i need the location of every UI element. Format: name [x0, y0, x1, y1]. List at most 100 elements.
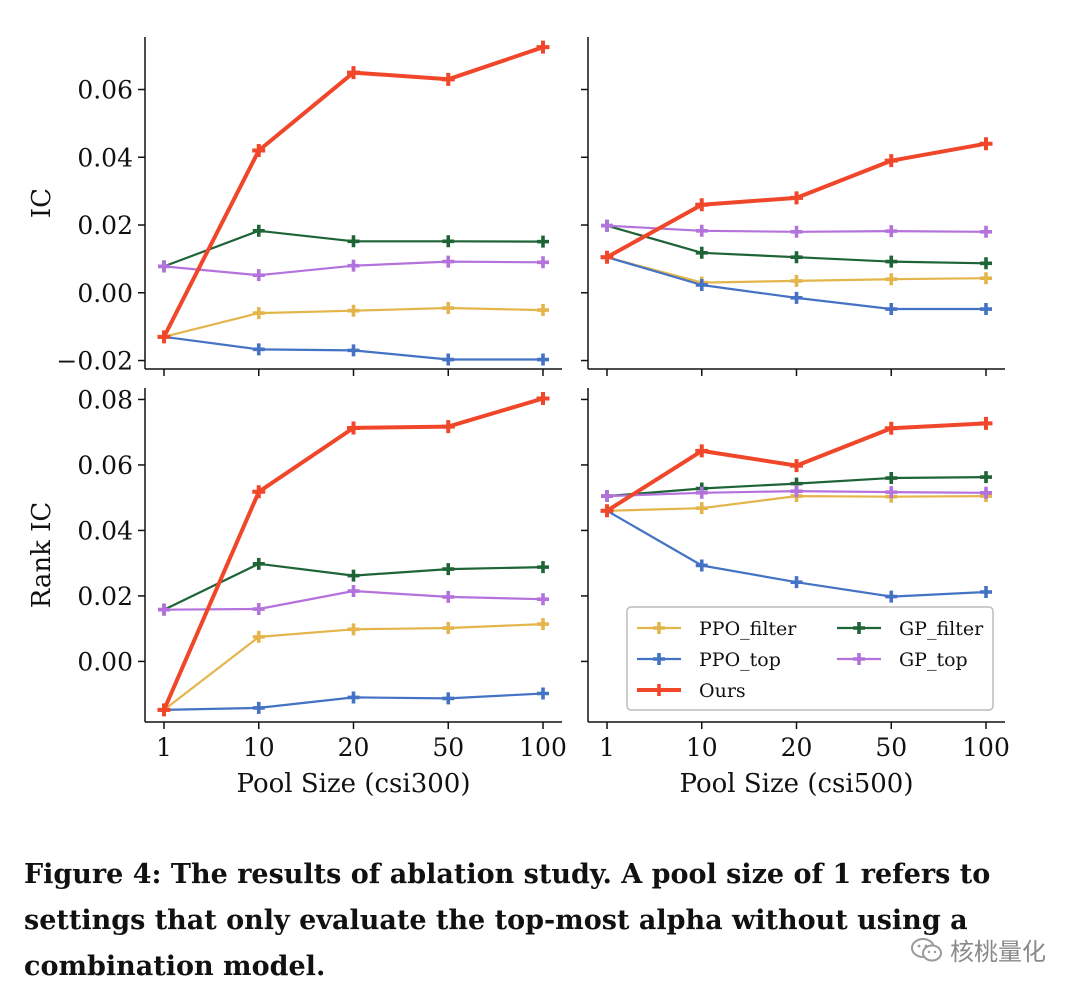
legend-label: PPO_top — [699, 649, 781, 671]
data-point — [442, 692, 455, 705]
x-tick-label: 10 — [243, 733, 275, 762]
data-point — [885, 486, 898, 499]
data-point — [252, 557, 265, 570]
data-point — [601, 490, 613, 503]
data-point — [252, 269, 265, 282]
data-point — [980, 586, 992, 599]
data-point — [252, 603, 265, 616]
series-gp-filter — [601, 471, 992, 503]
panel-rankic-csi300: 0.00 0.02 0.04 0.06 0.08 1 10 20 50 100 Rank IC Poo… — [27, 385, 567, 799]
x-tick-label: 50 — [432, 733, 464, 762]
data-point — [600, 250, 614, 264]
data-point — [695, 486, 708, 499]
data-point — [347, 623, 360, 636]
x-tick-label: 1 — [599, 733, 615, 762]
data-point — [158, 260, 170, 273]
series-ours — [157, 391, 550, 717]
series-gp-top — [158, 585, 549, 616]
legend-marker — [653, 622, 665, 634]
x-axis-label: Pool Size (csi500) — [680, 769, 914, 799]
data-point — [885, 303, 898, 316]
data-point — [980, 272, 992, 285]
data-point — [695, 224, 708, 237]
data-point — [442, 353, 455, 366]
data-point — [537, 353, 549, 366]
legend: PPO_filter GP_filter PPO_top GP_top Ours — [626, 606, 994, 711]
data-point — [885, 255, 898, 268]
data-point — [442, 563, 455, 576]
data-point — [442, 235, 455, 248]
data-point — [347, 259, 360, 272]
data-point — [980, 303, 992, 316]
series-ppo-top — [601, 504, 992, 603]
x-axis-label: Pool Size (csi300) — [237, 769, 471, 799]
data-point — [536, 40, 550, 54]
data-point — [790, 274, 803, 287]
data-point — [884, 421, 898, 435]
y-tick-label: 0.06 — [77, 76, 133, 105]
data-point — [537, 561, 549, 574]
data-point — [347, 66, 360, 80]
data-point — [695, 502, 708, 515]
series-ppo-top — [158, 330, 549, 366]
data-point — [347, 304, 360, 317]
data-point — [600, 504, 614, 518]
legend-label: GP_top — [899, 649, 968, 671]
x-tick-label: 20 — [781, 733, 813, 762]
data-point — [790, 191, 803, 205]
data-point — [252, 143, 266, 157]
data-point — [885, 273, 898, 286]
x-tick-label: 50 — [875, 733, 907, 762]
data-point — [980, 486, 992, 499]
data-point — [790, 251, 803, 264]
x-tick-label: 20 — [338, 733, 370, 762]
data-point — [885, 225, 898, 238]
figure: −0.020.000.020.040.06IC0.000.020.040.060… — [27, 37, 1010, 799]
data-point — [885, 472, 898, 485]
data-point — [252, 485, 266, 499]
data-point — [252, 224, 265, 237]
data-point — [790, 459, 803, 473]
data-point — [441, 420, 455, 434]
series-gp-filter — [158, 557, 549, 616]
legend-entry-ppo-filter: PPO_filter — [637, 618, 797, 640]
data-point — [441, 72, 455, 86]
series-gp-top — [601, 219, 992, 238]
x-tick-label: 1 — [156, 733, 172, 762]
data-point — [252, 701, 265, 714]
y-tick-label: 0.06 — [77, 451, 133, 480]
data-point — [252, 343, 265, 356]
data-point — [885, 590, 898, 603]
series-ppo-filter — [158, 302, 549, 343]
data-point — [347, 569, 360, 582]
data-point — [695, 444, 709, 458]
data-point — [695, 278, 708, 291]
data-point — [157, 703, 171, 717]
watermark-text: 核桃量化 — [950, 938, 1046, 966]
data-point — [980, 225, 992, 238]
data-point — [537, 593, 549, 606]
data-point — [157, 330, 171, 344]
x-tick-label: 100 — [519, 733, 567, 762]
figure-caption: Figure 4: The results of ablation study.… — [24, 859, 991, 982]
data-point — [695, 198, 709, 212]
data-point — [537, 304, 549, 317]
data-point — [790, 225, 803, 238]
data-point — [442, 302, 455, 315]
panel-rankic-csi500: 1 10 20 50 100 Pool Size (csi500) PPO_filter GP… — [581, 388, 1010, 799]
panel-ic-csi500 — [581, 37, 1005, 376]
series-line-ours — [162, 45, 544, 338]
data-point — [601, 219, 613, 232]
wechat-icon — [911, 937, 942, 961]
panel-ic-csi300: −0.02 0.00 0.02 0.04 0.06 IC — [27, 37, 562, 376]
series-line-ours — [162, 396, 544, 711]
y-axis-label: IC — [27, 188, 57, 218]
legend-entry-ppo-top: PPO_top — [637, 649, 781, 671]
data-point — [790, 485, 803, 498]
data-point — [347, 585, 360, 598]
x-tick-label: 100 — [962, 733, 1010, 762]
legend-entry-ours: Ours — [637, 680, 746, 702]
data-point — [790, 576, 803, 589]
data-point — [980, 257, 992, 270]
series-ours — [157, 40, 550, 344]
